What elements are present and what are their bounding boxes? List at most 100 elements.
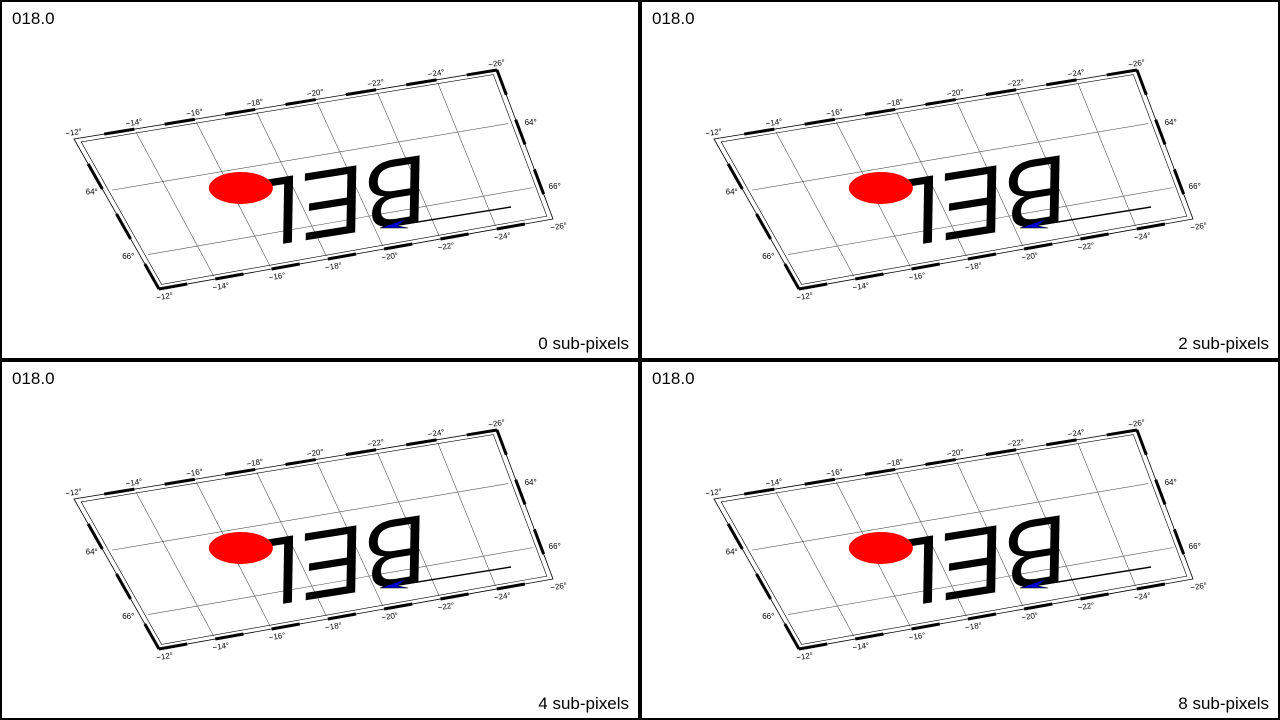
panel-3: BEL −12° −14° −16° −18° −20° −22° −24° −26° −12° −… <box>642 362 1278 718</box>
lat-label-left: 66° <box>762 252 774 261</box>
map-layer: BEL −12° −14° −16° −18° −20° −22° −24° −26° −12° −… <box>705 418 1208 663</box>
lon-label-bottom: −20° <box>381 611 399 623</box>
red-dot-marker <box>848 171 913 204</box>
lon-label-bottom: −16° <box>908 631 926 643</box>
lon-label-top: −18° <box>886 97 904 109</box>
arrow-line <box>1029 566 1152 588</box>
lon-label-bottom: −22° <box>437 601 455 613</box>
frame-checker <box>804 117 836 126</box>
subpixel-label: 8 sub-pixels <box>1178 694 1269 713</box>
lon-label-top: −14° <box>125 477 143 489</box>
frame-checker <box>440 592 469 601</box>
lat-label-left: 64° <box>726 188 738 197</box>
red-dot-marker <box>848 531 913 564</box>
frame-checker <box>1135 429 1148 456</box>
meridian-line <box>1077 442 1136 587</box>
parallel-line <box>111 483 509 551</box>
lon-label-top: −12° <box>705 487 723 499</box>
frame-checker <box>911 262 940 271</box>
frame-checker <box>1023 242 1053 251</box>
frame-checker <box>1106 428 1138 437</box>
parallel-line <box>751 123 1149 191</box>
frame-checker <box>86 523 104 550</box>
frame-checker <box>798 642 828 651</box>
frame-checker <box>514 119 527 146</box>
lon-label-top: −18° <box>886 457 904 469</box>
parallel-line <box>148 547 533 615</box>
lon-label-top: −20° <box>946 87 964 99</box>
lat-label-left: 64° <box>86 548 98 557</box>
meridian-line <box>775 131 854 277</box>
frame-checker <box>855 272 884 281</box>
lat-label-right: 66° <box>1189 542 1201 551</box>
frame-checker <box>285 458 316 466</box>
lon-label-bottom: −26° <box>550 581 568 593</box>
lon-label-top: −14° <box>125 117 143 129</box>
frame-checker <box>1136 222 1166 231</box>
frame-checker <box>925 458 956 466</box>
frame-checker <box>1172 528 1186 555</box>
subpixel-label: 4 sub-pixels <box>538 694 629 713</box>
frame-checker <box>215 632 244 641</box>
frame-checker <box>495 429 508 456</box>
parallel-line <box>788 547 1173 615</box>
frame-checker <box>215 272 244 281</box>
meridian-line <box>956 102 1024 247</box>
frame-checker <box>115 213 132 240</box>
parallel-line <box>148 187 533 255</box>
frame-checker <box>798 282 828 291</box>
lon-label-bottom: −14° <box>212 641 230 653</box>
arrow-line <box>1029 206 1152 228</box>
frame-checker <box>967 612 997 621</box>
map-layer: BEL −12° −14° −16° −18° −20° −22° −24° −26° −12° −… <box>705 58 1208 303</box>
frame-checker <box>164 117 196 126</box>
frame-checker <box>143 263 161 290</box>
frame-checker <box>1080 232 1109 241</box>
lon-label-bottom: −26° <box>1190 221 1208 233</box>
lon-label-top: −12° <box>705 127 723 139</box>
frame-checker <box>532 528 546 555</box>
frame-checker <box>327 252 357 261</box>
map-2: BEL −12° −14° −16° −18° −20° −22° −24° −26° −12° −… <box>65 418 568 663</box>
lat-label-right: 64° <box>525 478 537 487</box>
lon-label-top: −26° <box>488 418 506 430</box>
lon-label-top: −24° <box>1067 68 1085 80</box>
lon-label-top: −24° <box>427 428 445 440</box>
lon-label-top: −14° <box>765 477 783 489</box>
lon-label-top: −16° <box>185 467 203 479</box>
frame-checker <box>271 622 300 631</box>
lat-label-left: 64° <box>726 548 738 557</box>
map-layer: BEL −12° −14° −16° −18° −20° −22° −24° −26° −12° −… <box>65 58 568 303</box>
red-dot-marker <box>208 171 273 204</box>
meridian-line <box>377 92 440 237</box>
lon-label-bottom: −18° <box>324 621 342 633</box>
frame-checker <box>743 487 775 496</box>
lon-label-top: −14° <box>765 117 783 129</box>
frame-checker <box>911 622 940 631</box>
frame-checker <box>864 467 896 476</box>
frame-checker <box>495 69 508 96</box>
meridian-line <box>256 112 327 257</box>
meridian-line <box>775 491 854 637</box>
frame-checker <box>864 107 896 116</box>
lon-label-bottom: −22° <box>1077 601 1095 613</box>
frame-checker <box>1106 68 1138 77</box>
frame-checker <box>466 68 498 77</box>
lon-label-top: −26° <box>1128 418 1146 430</box>
arrow-head <box>1019 218 1049 229</box>
frame-checker <box>783 623 801 650</box>
frame-checker <box>440 232 469 241</box>
frame-checker <box>327 612 357 621</box>
parallel-line <box>111 123 509 191</box>
map-0: BEL −12° −14° −16° −18° −20° −22° −24° −26° −12° −… <box>65 58 568 303</box>
lon-label-top: −20° <box>306 87 324 99</box>
frame-checker <box>345 448 377 457</box>
frame-checker <box>743 127 775 136</box>
frame-checker <box>514 479 527 506</box>
frame-checker <box>271 262 300 271</box>
meridian-line <box>316 102 384 247</box>
lon-label-bottom: −20° <box>1021 611 1039 623</box>
frame-checker <box>967 252 997 261</box>
lon-label-top: −18° <box>246 97 264 109</box>
frame-checker <box>164 477 196 486</box>
